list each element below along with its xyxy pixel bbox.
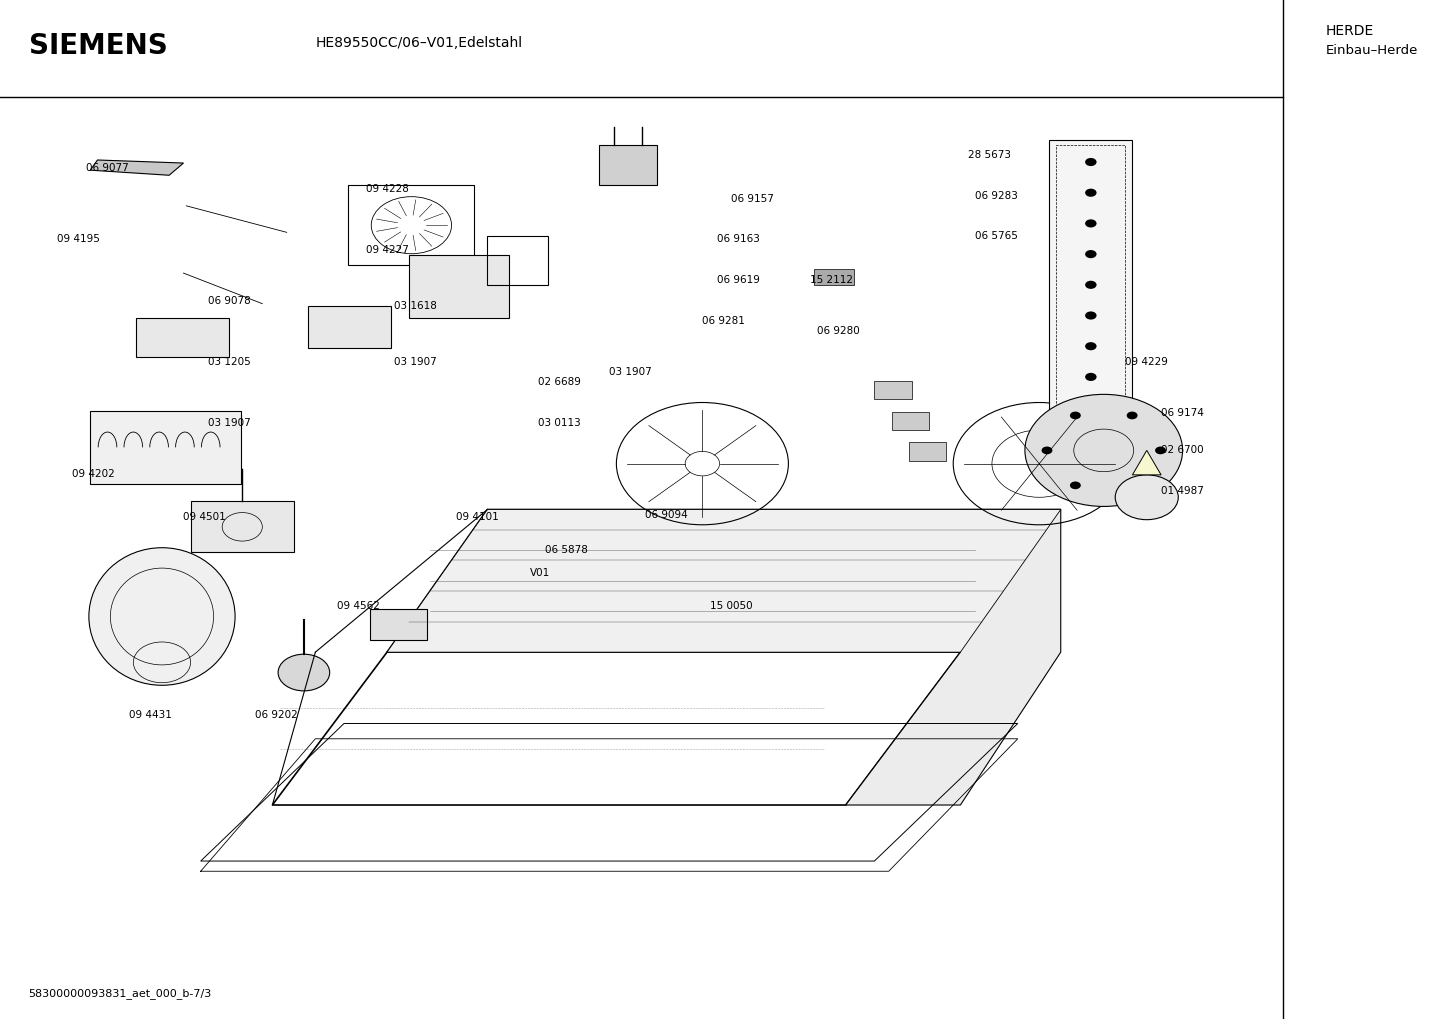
Bar <box>136 318 229 357</box>
Circle shape <box>278 654 330 691</box>
Circle shape <box>1086 158 1096 166</box>
Bar <box>487 236 548 285</box>
Text: 15 0050: 15 0050 <box>709 601 753 611</box>
Polygon shape <box>845 510 1061 805</box>
Bar <box>190 501 294 552</box>
Circle shape <box>1086 342 1096 351</box>
Text: 01 4987: 01 4987 <box>1161 486 1204 496</box>
Circle shape <box>1086 250 1096 258</box>
Circle shape <box>1086 219 1096 227</box>
Circle shape <box>1115 475 1178 520</box>
Bar <box>600 145 656 185</box>
Circle shape <box>1025 394 1182 506</box>
Polygon shape <box>386 510 1061 652</box>
Text: 06 9281: 06 9281 <box>702 316 746 326</box>
Text: SIEMENS: SIEMENS <box>29 32 167 60</box>
Polygon shape <box>91 160 183 175</box>
Bar <box>874 381 911 399</box>
Text: V01: V01 <box>531 568 551 578</box>
Polygon shape <box>386 510 1061 652</box>
Text: 03 1205: 03 1205 <box>208 357 251 367</box>
Text: 03 1907: 03 1907 <box>208 418 251 428</box>
Text: 03 1907: 03 1907 <box>394 357 437 367</box>
Text: 58300000093831_aet_000_b-7/3: 58300000093831_aet_000_b-7/3 <box>29 988 212 999</box>
Text: 09 4228: 09 4228 <box>365 183 408 194</box>
Ellipse shape <box>89 548 235 686</box>
Text: 06 9163: 06 9163 <box>717 234 760 245</box>
Bar <box>1050 140 1132 430</box>
Text: 06 9157: 06 9157 <box>731 194 774 204</box>
Text: 06 9094: 06 9094 <box>645 510 688 520</box>
Circle shape <box>1126 412 1138 420</box>
Text: 09 4227: 09 4227 <box>365 245 408 255</box>
Text: 06 9077: 06 9077 <box>87 163 128 173</box>
Circle shape <box>1041 446 1053 454</box>
Text: 02 6689: 02 6689 <box>538 377 581 387</box>
Text: 15 2112: 15 2112 <box>810 275 852 285</box>
Text: 09 4431: 09 4431 <box>128 710 172 720</box>
Circle shape <box>1086 312 1096 320</box>
Text: 06 9280: 06 9280 <box>818 326 859 336</box>
Text: 06 9283: 06 9283 <box>975 191 1018 201</box>
Circle shape <box>1126 481 1138 489</box>
Circle shape <box>1086 281 1096 289</box>
Bar <box>408 255 509 318</box>
Bar <box>91 411 241 484</box>
Text: 03 1907: 03 1907 <box>609 367 652 377</box>
Circle shape <box>1070 481 1082 489</box>
Text: 03 1618: 03 1618 <box>394 301 437 311</box>
Text: 03 0113: 03 0113 <box>538 418 580 428</box>
Bar <box>815 269 854 285</box>
Text: 06 9174: 06 9174 <box>1161 408 1204 418</box>
Text: 09 4562: 09 4562 <box>337 601 379 611</box>
Text: 06 5765: 06 5765 <box>975 231 1018 242</box>
Circle shape <box>1155 446 1167 454</box>
Text: 09 4229: 09 4229 <box>1125 357 1168 367</box>
Bar <box>309 306 391 348</box>
Text: 06 5878: 06 5878 <box>545 545 587 555</box>
Bar <box>349 185 474 265</box>
Text: 09 4202: 09 4202 <box>72 469 114 479</box>
Circle shape <box>1086 373 1096 381</box>
Circle shape <box>1086 404 1096 412</box>
Polygon shape <box>1132 450 1161 475</box>
Text: 06 9078: 06 9078 <box>208 296 251 306</box>
Text: HERDE: HERDE <box>1327 23 1374 38</box>
Text: 06 9619: 06 9619 <box>717 275 760 285</box>
Text: HE89550CC/06–V01,Edelstahl: HE89550CC/06–V01,Edelstahl <box>316 36 522 50</box>
Bar <box>908 442 946 461</box>
Text: 28 5673: 28 5673 <box>968 150 1011 160</box>
Text: 09 4501: 09 4501 <box>183 512 226 522</box>
Text: 02 6700: 02 6700 <box>1161 445 1204 455</box>
Text: 09 4195: 09 4195 <box>58 234 99 245</box>
Circle shape <box>1070 412 1082 420</box>
Bar <box>891 412 929 430</box>
Text: Einbau–Herde: Einbau–Herde <box>1327 45 1419 57</box>
Circle shape <box>1086 189 1096 197</box>
Text: 06 9202: 06 9202 <box>255 710 298 720</box>
Bar <box>369 609 427 640</box>
Bar <box>1057 145 1125 425</box>
Text: 09 4101: 09 4101 <box>456 512 499 522</box>
